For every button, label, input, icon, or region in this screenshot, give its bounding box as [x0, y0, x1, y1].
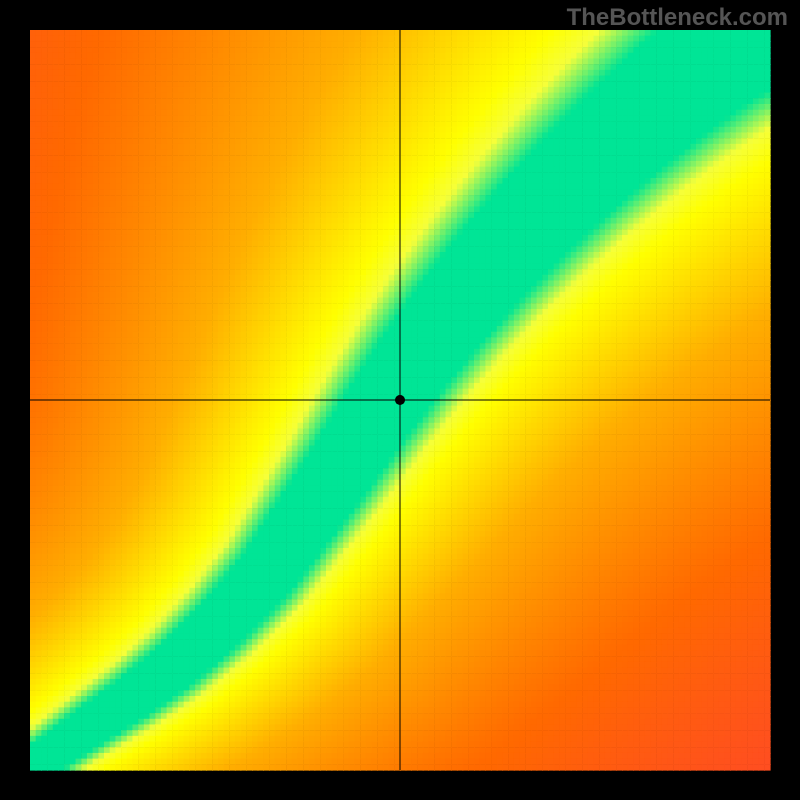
bottleneck-heatmap — [0, 0, 800, 800]
chart-container: TheBottleneck.com — [0, 0, 800, 800]
watermark-text: TheBottleneck.com — [567, 4, 788, 32]
